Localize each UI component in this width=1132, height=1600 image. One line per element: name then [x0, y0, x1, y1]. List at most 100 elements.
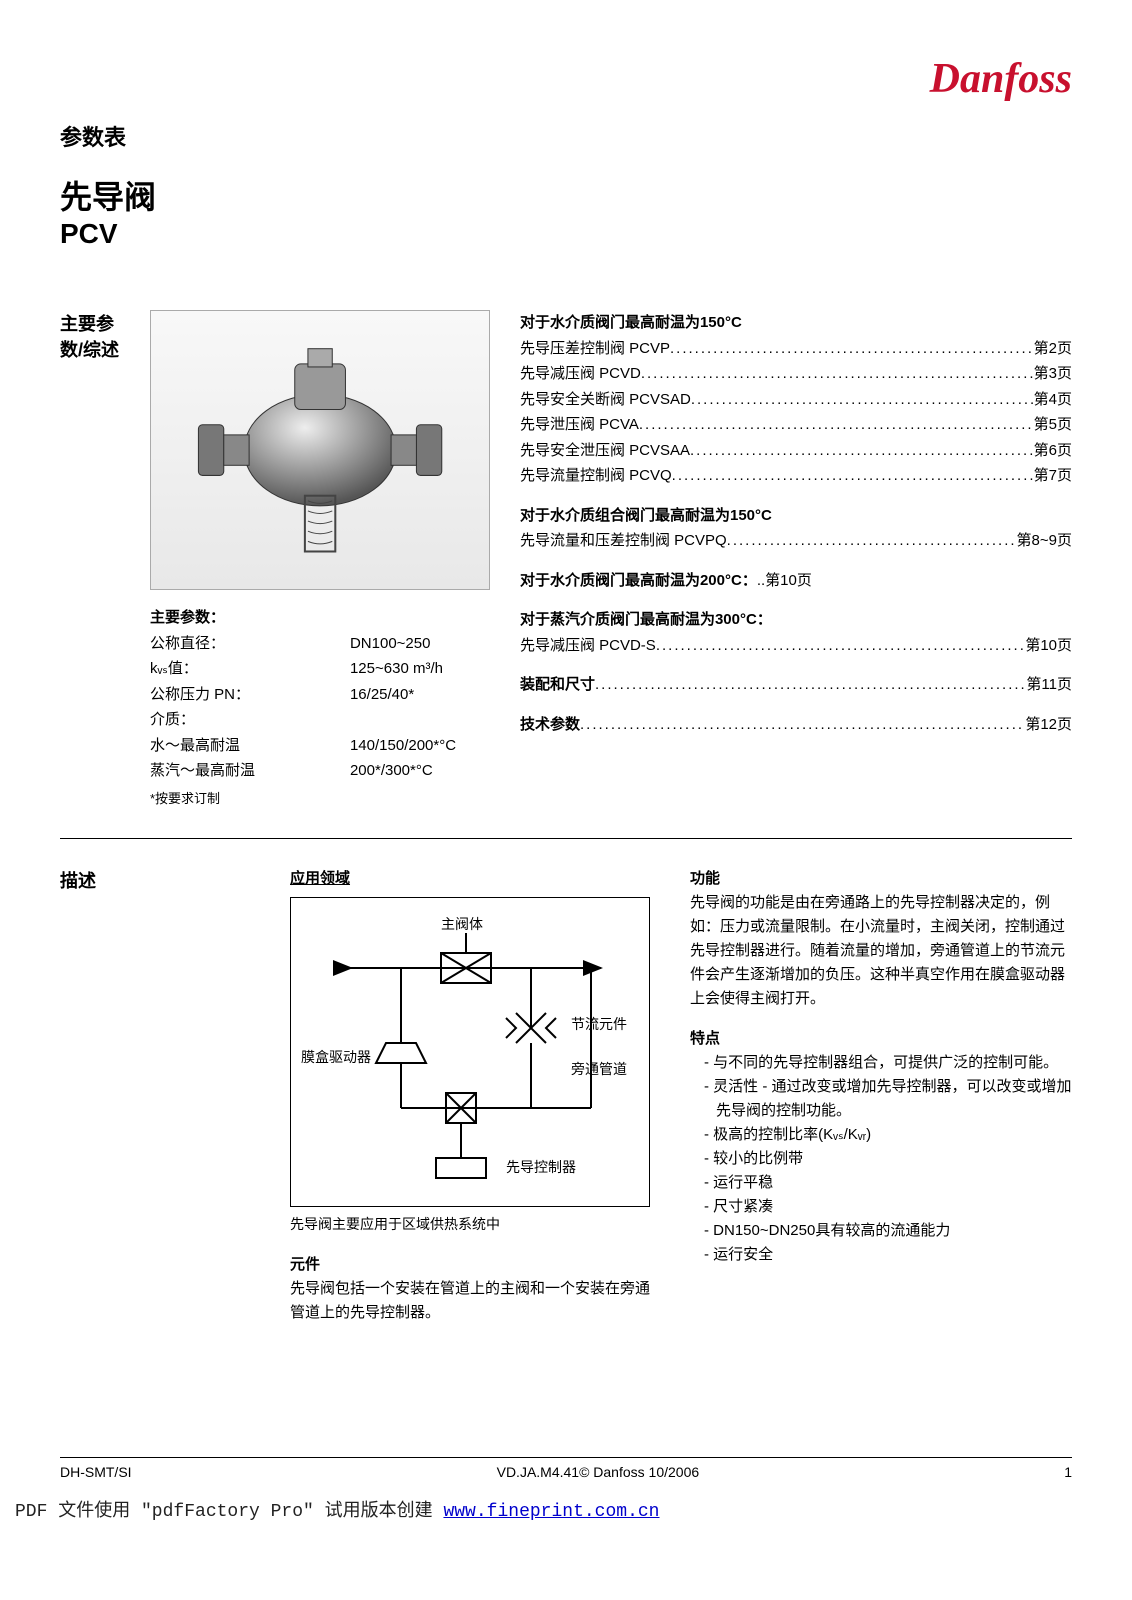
- toc-dots: [595, 672, 1026, 698]
- toc-group-title: 对于水介质组合阀门最高耐温为150°C: [520, 503, 1072, 529]
- toc-dots: [690, 438, 1034, 464]
- feature-item: 运行安全: [704, 1243, 1072, 1267]
- pdf-factory-note: PDF 文件使用 "pdfFactory Pro" 试用版本创建 www.fin…: [15, 1496, 660, 1522]
- toc-item: 先导泄压阀 PCVA第5页: [520, 412, 1072, 438]
- param-row: 介质：: [150, 707, 490, 733]
- toc-text: 先导减压阀 PCVD: [520, 361, 641, 387]
- param-value: DN100~250: [350, 631, 430, 657]
- toc-dots: [580, 712, 1025, 738]
- toc-extra: 技术参数 第12页: [520, 712, 1072, 738]
- diagram-label-main-valve: 主阀体: [441, 913, 483, 935]
- main-params-block: 主要参数： 公称直径： DN100~250 kᵥₛ值： 125~630 m³/h…: [150, 605, 490, 810]
- diagram-label-bypass: 旁通管道: [571, 1058, 627, 1080]
- main-params-title: 主要参数：: [150, 605, 490, 631]
- param-row: 公称直径： DN100~250: [150, 631, 490, 657]
- toc-text: 先导流量控制阀 PCVQ: [520, 463, 672, 489]
- param-label: 水～最高耐温: [150, 733, 350, 759]
- diagram-caption: 先导阀主要应用于区域供热系统中: [290, 1213, 660, 1235]
- application-diagram: 主阀体 节流元件 膜盒驱动器 旁通管道 先导控制器: [290, 897, 650, 1207]
- application-title: 应用领域: [290, 867, 660, 891]
- title-sub: PCV: [60, 218, 1072, 250]
- function-title: 功能: [690, 867, 1072, 891]
- toc-text: 先导流量和压差控制阀 PCVPQ: [520, 528, 727, 554]
- toc-dots: [727, 528, 1017, 554]
- toc-page: 第3页: [1034, 361, 1072, 387]
- title-main: 先导阀: [60, 172, 1072, 218]
- brand-logo: Danfoss: [930, 55, 1072, 103]
- toc-group: 对于蒸汽介质阀门最高耐温为300°C： 先导减压阀 PCVD-S 第10页: [520, 607, 1072, 658]
- toc-group-title: 对于水介质阀门最高耐温为200°C：: [520, 572, 757, 589]
- toc-page: 第10页: [1025, 633, 1072, 659]
- param-label: 公称直径：: [150, 631, 350, 657]
- page-footer: DH-SMT/SI VD.JA.M4.41© Danfoss 10/2006 1: [60, 1457, 1072, 1480]
- overview-heading: 主要参数/综述: [60, 310, 120, 810]
- toc-item: 先导压差控制阀 PCVP 第2页: [520, 336, 1072, 362]
- footer-center: VD.JA.M4.41© Danfoss 10/2006: [497, 1464, 700, 1480]
- toc-item: 装配和尺寸第11页: [520, 672, 1072, 698]
- toc-dots: [639, 412, 1034, 438]
- feature-item: 运行平稳: [704, 1171, 1072, 1195]
- toc-text: 装配和尺寸: [520, 672, 595, 698]
- description-section: 描述 应用领域: [60, 867, 1072, 1325]
- param-row: 公称压力 PN： 16/25/40*: [150, 682, 490, 708]
- features-list: 与不同的先导控制器组合，可提供广泛的控制可能。 灵活性 - 通过改变或增加先导控…: [690, 1051, 1072, 1267]
- toc-page: 第7页: [1034, 463, 1072, 489]
- features-title: 特点: [690, 1027, 1072, 1051]
- toc-dots: [672, 463, 1034, 489]
- pdf-note-prefix: PDF 文件使用 "pdfFactory Pro" 试用版本创建: [15, 1502, 443, 1522]
- feature-item: DN150~DN250具有较高的流通能力: [704, 1219, 1072, 1243]
- toc-item: 技术参数 第12页: [520, 712, 1072, 738]
- function-text: 先导阀的功能是由在旁通路上的先导控制器决定的，例如：压力或流量限制。在小流量时，…: [690, 891, 1072, 1011]
- toc-item: 先导流量控制阀 PCVQ 第7页: [520, 463, 1072, 489]
- overview-section: 主要参数/综述: [60, 310, 1072, 810]
- toc-text: 先导安全泄压阀 PCVSAA: [520, 438, 690, 464]
- toc-page: 第8~9页: [1017, 528, 1072, 554]
- pdf-note-link[interactable]: www.fineprint.com.cn: [443, 1502, 659, 1522]
- feature-item: 灵活性 - 通过改变或增加先导控制器，可以改变或增加先导阀的控制功能。: [704, 1075, 1072, 1123]
- toc-group: 对于水介质阀门最高耐温为150°C 先导压差控制阀 PCVP 第2页 先导减压阀 …: [520, 310, 1072, 489]
- toc-item: 先导安全关断阀 PCVSAD 第4页: [520, 387, 1072, 413]
- header-block: 参数表 先导阀 PCV: [60, 120, 1072, 250]
- param-label: 介质：: [150, 707, 350, 733]
- toc-text: 先导泄压阀 PCVA: [520, 412, 639, 438]
- overview-mid-column: 主要参数： 公称直径： DN100~250 kᵥₛ值： 125~630 m³/h…: [150, 310, 490, 810]
- components-title: 元件: [290, 1253, 660, 1277]
- page: Danfoss 参数表 先导阀 PCV 主要参数/综述: [0, 0, 1132, 1540]
- param-value: 16/25/40*: [350, 682, 414, 708]
- toc-dots: [641, 361, 1034, 387]
- param-row: kᵥₛ值： 125~630 m³/h: [150, 656, 490, 682]
- param-value: 200*/300*°C: [350, 758, 433, 784]
- toc-text: 先导压差控制阀 PCVP: [520, 336, 670, 362]
- diagram-label-throttle: 节流元件: [571, 1013, 627, 1035]
- toc-group: 对于水介质组合阀门最高耐温为150°C 先导流量和压差控制阀 PCVPQ 第8~9…: [520, 503, 1072, 554]
- footer-left: DH-SMT/SI: [60, 1464, 132, 1480]
- toc-extra: 装配和尺寸第11页: [520, 672, 1072, 698]
- toc-page: 第2页: [1034, 336, 1072, 362]
- valve-image: [150, 310, 490, 590]
- toc-group-title: 对于水介质阀门最高耐温为150°C: [520, 310, 1072, 336]
- toc-page: 第12页: [1025, 712, 1072, 738]
- param-label: kᵥₛ值：: [150, 656, 350, 682]
- description-mid-column: 应用领域: [290, 867, 660, 1325]
- custom-note: *按要求订制: [150, 788, 490, 810]
- footer-page-number: 1: [1064, 1464, 1072, 1480]
- header-label: 参数表: [60, 120, 1072, 152]
- feature-item: 与不同的先导控制器组合，可提供广泛的控制可能。: [704, 1051, 1072, 1075]
- valve-illustration-svg: [168, 325, 472, 575]
- feature-item: 尺寸紧凑: [704, 1195, 1072, 1219]
- param-row: 水～最高耐温 140/150/200*°C: [150, 733, 490, 759]
- toc-page: 第4页: [1034, 387, 1072, 413]
- toc-item: 先导流量和压差控制阀 PCVPQ 第8~9页: [520, 528, 1072, 554]
- toc-text: 先导减压阀 PCVD-S: [520, 633, 656, 659]
- section-divider: [60, 838, 1072, 839]
- toc-inline-page: ..第10页: [757, 572, 812, 589]
- toc-text: 技术参数: [520, 712, 580, 738]
- description-right-column: 功能 先导阀的功能是由在旁通路上的先导控制器决定的，例如：压力或流量限制。在小流…: [690, 867, 1072, 1325]
- toc-text: 先导安全关断阀 PCVSAD: [520, 387, 691, 413]
- toc-group: 对于水介质阀门最高耐温为200°C：..第10页: [520, 568, 1072, 594]
- toc-group-title: 对于蒸汽介质阀门最高耐温为300°C：: [520, 607, 1072, 633]
- toc-page: 第6页: [1034, 438, 1072, 464]
- toc-item: 先导安全泄压阀 PCVSAA 第6页: [520, 438, 1072, 464]
- toc-dots: [656, 633, 1026, 659]
- param-value: 140/150/200*°C: [350, 733, 456, 759]
